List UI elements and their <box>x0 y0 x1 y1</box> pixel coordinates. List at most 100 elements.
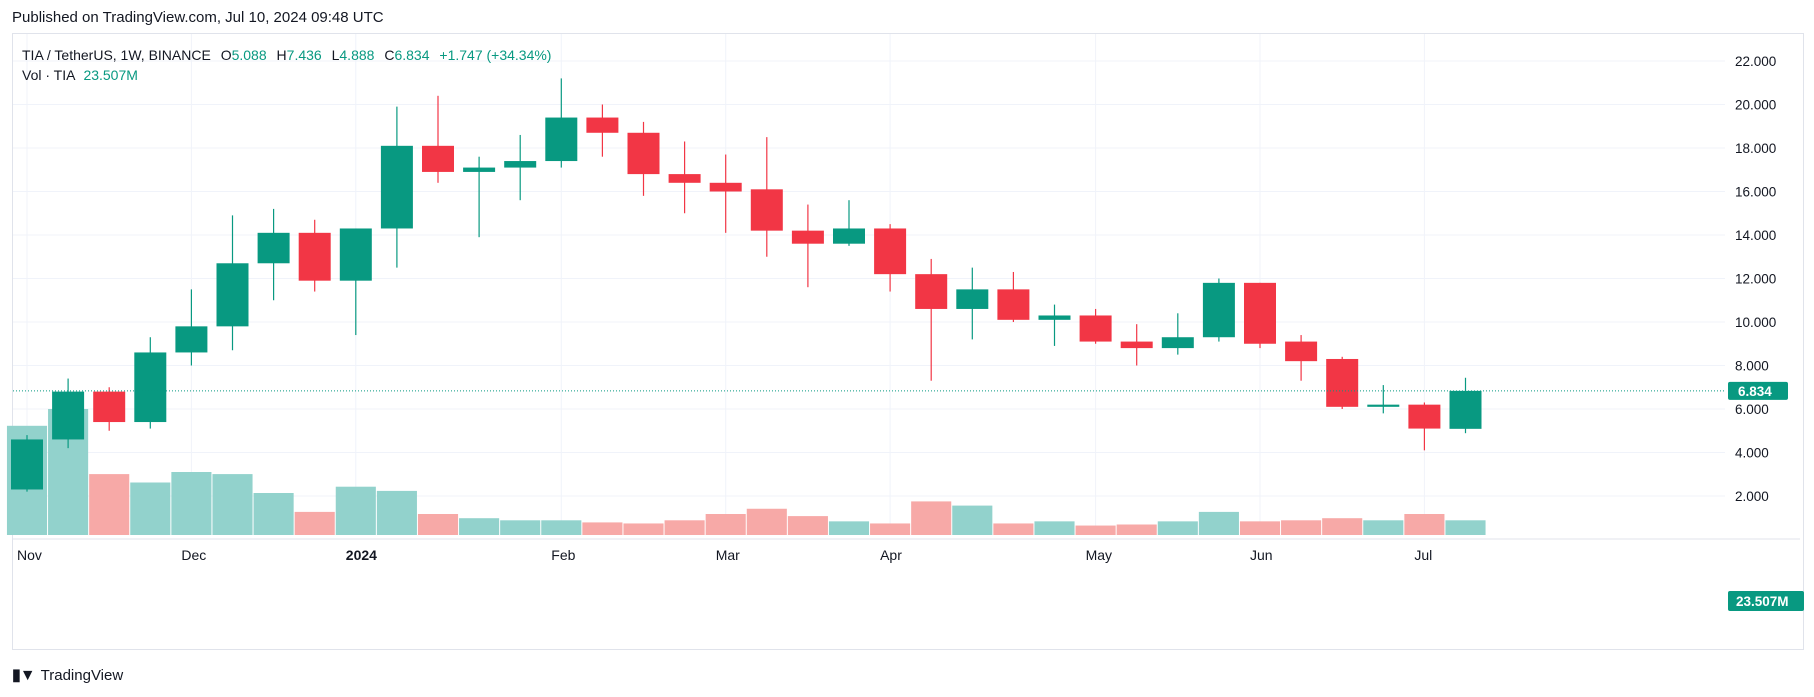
brand-label: TradingView <box>40 666 124 684</box>
candle-body <box>11 439 43 490</box>
candle-body <box>422 145 454 172</box>
candle-body <box>915 274 948 309</box>
candle-layer <box>11 78 1725 492</box>
candle-body <box>627 132 660 175</box>
close-label: C <box>384 47 395 63</box>
volume-bar <box>1157 521 1198 535</box>
volume-label[interactable]: Vol · TIA <box>22 67 76 83</box>
published-caption: Published on TradingView.com, Jul 10, 20… <box>12 9 384 26</box>
candle-body <box>1326 358 1359 407</box>
volume-bar <box>376 490 417 535</box>
candle-body <box>874 228 907 275</box>
y-tick-label: 14.000 <box>1735 228 1776 243</box>
candle-body <box>298 232 331 281</box>
candle-body <box>1408 404 1441 429</box>
volume-bar <box>582 522 623 535</box>
volume-bar <box>1116 524 1157 535</box>
candle-body <box>463 167 496 172</box>
volume-bar <box>911 501 952 535</box>
volume-bar <box>541 520 582 535</box>
candle-body <box>1038 315 1071 320</box>
volume-bar <box>993 523 1034 535</box>
candle-body <box>134 352 167 423</box>
candle-body <box>1202 282 1235 338</box>
x-tick-label: Jun <box>1250 547 1273 563</box>
x-tick-label: Feb <box>551 547 575 563</box>
volume-bar <box>623 523 664 535</box>
x-tick-label: Nov <box>17 547 42 563</box>
volume-bar <box>89 474 130 535</box>
close-value: 6.834 <box>394 47 430 63</box>
x-tick-label: Apr <box>880 547 902 563</box>
grid-layer <box>13 34 1800 540</box>
volume-bar <box>664 520 705 535</box>
candle-body <box>1285 341 1318 362</box>
candle-body <box>750 189 783 231</box>
volume-tag <box>1728 591 1804 611</box>
high-label: H <box>276 47 287 63</box>
candle-body <box>997 289 1030 320</box>
volume-bar <box>870 523 911 535</box>
tradingview-logo-icon: ▮▼ <box>12 667 36 684</box>
volume-bar <box>171 472 212 535</box>
y-tick-label: 10.000 <box>1735 315 1776 330</box>
candle-body <box>1079 315 1112 342</box>
volume-bar <box>335 486 376 535</box>
volume-bar <box>130 482 171 535</box>
chart-frame <box>12 33 1804 650</box>
volume-bar <box>459 518 500 535</box>
candle-body <box>175 326 208 353</box>
candle-body <box>339 228 372 281</box>
symbol-label[interactable]: TIA / TetherUS, 1W, BINANCE <box>22 47 211 63</box>
volume-bar <box>705 514 746 535</box>
y-tick-label: 22.000 <box>1735 54 1776 69</box>
x-tick-label: Jul <box>1414 547 1432 563</box>
candle-body <box>504 161 537 168</box>
candle-body <box>791 230 824 244</box>
y-tick-label: 16.000 <box>1735 185 1776 200</box>
candle-body <box>545 117 578 162</box>
candle-body <box>1161 337 1194 349</box>
low-label: L <box>331 47 340 63</box>
volume-bar <box>1239 521 1281 535</box>
volume-bar <box>787 516 828 535</box>
open-value: 5.088 <box>231 47 267 63</box>
volume-bar <box>500 520 541 535</box>
candle-body <box>956 289 989 309</box>
last-price-label: 6.834 <box>1738 384 1772 399</box>
candle-body <box>380 145 413 229</box>
candle-body <box>833 228 865 244</box>
x-tick-label: 2024 <box>346 547 377 563</box>
chart-legend: TIA / TetherUS, 1W, BINANCE O5.088 H7.43… <box>22 45 551 85</box>
y-tick-label: 20.000 <box>1735 98 1776 113</box>
y-tick-label: 6.000 <box>1735 402 1769 417</box>
legend-price-row: TIA / TetherUS, 1W, BINANCE O5.088 H7.43… <box>22 45 551 65</box>
volume-bar <box>1075 525 1116 535</box>
volume-bar <box>746 508 787 535</box>
volume-bar <box>1322 518 1363 535</box>
volume-layer <box>6 409 1486 535</box>
volume-value: 23.507M <box>83 67 138 83</box>
volume-bar <box>828 521 870 535</box>
volume-bar <box>1404 514 1445 535</box>
candle-body <box>52 391 85 440</box>
volume-bar <box>1445 520 1486 535</box>
axis-layer: 2.000 4.000 6.000 8.000 10.000 12.000 14.000 16… <box>17 54 1804 611</box>
volume-bar <box>1363 520 1404 535</box>
candle-body <box>1244 282 1276 344</box>
y-tick-label: 18.000 <box>1735 141 1776 156</box>
volume-tag-label: 23.507M <box>1736 594 1789 609</box>
volume-bar <box>952 505 993 535</box>
y-tick-label: 12.000 <box>1735 272 1776 287</box>
candle-body <box>93 391 126 423</box>
volume-bar <box>294 511 335 535</box>
candle-body <box>216 263 249 327</box>
volume-bar <box>212 474 253 535</box>
tradingview-footer[interactable]: ▮▼ TradingView <box>12 665 123 685</box>
open-label: O <box>220 47 232 63</box>
volume-bar <box>1281 520 1322 535</box>
candle-body <box>1449 390 1482 429</box>
y-tick-label: 2.000 <box>1735 489 1769 504</box>
candle-body <box>586 117 619 133</box>
